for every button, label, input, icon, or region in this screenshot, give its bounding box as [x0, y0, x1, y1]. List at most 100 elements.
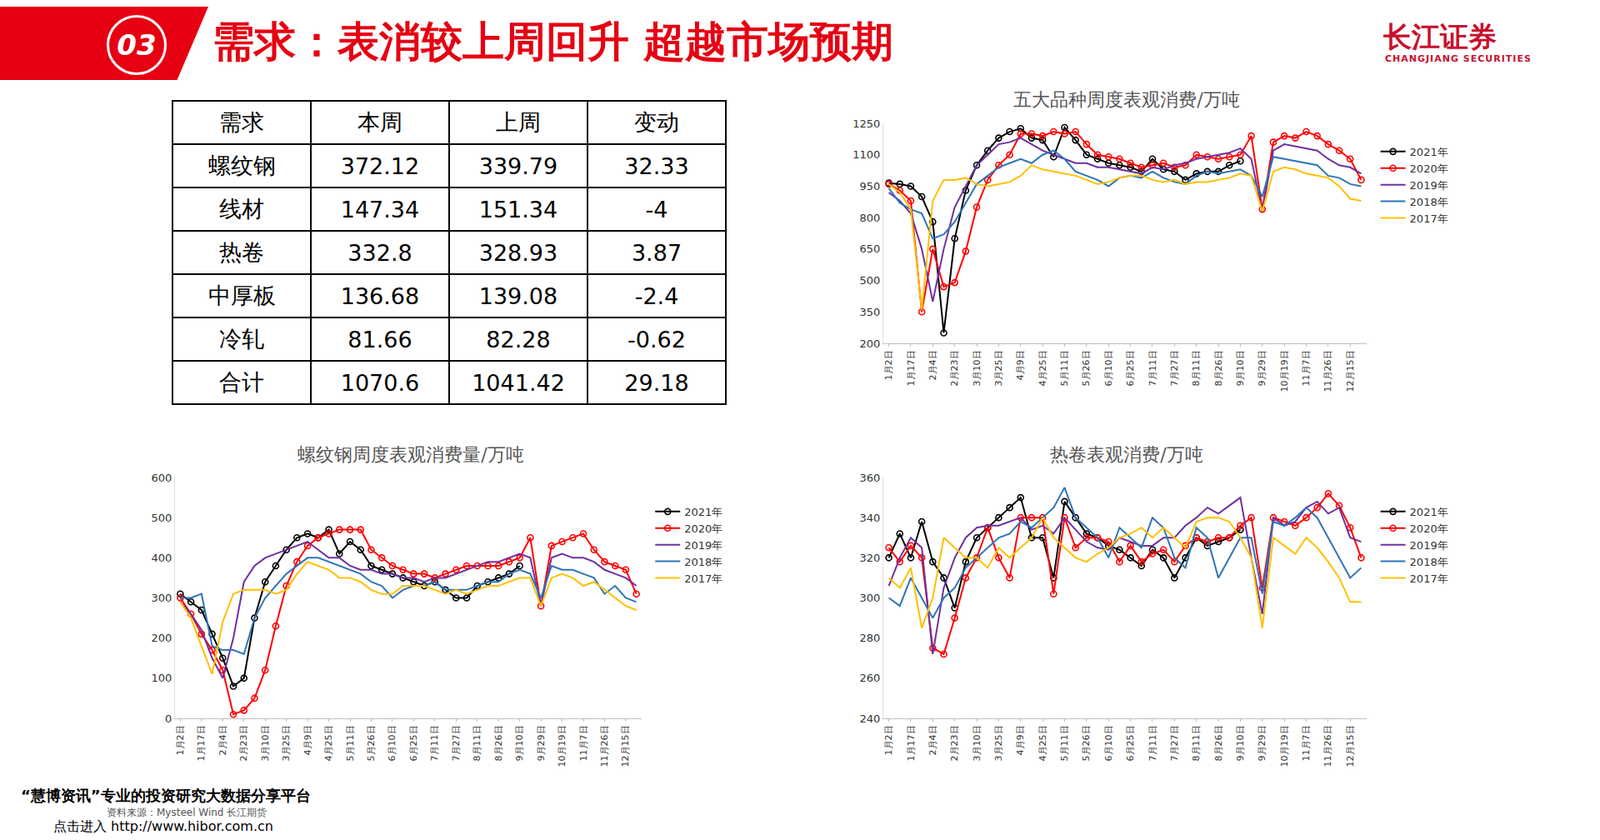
svg-text:2019年: 2019年	[1410, 179, 1449, 192]
svg-text:7月27日: 7月27日	[1169, 350, 1180, 386]
svg-text:2月23日: 2月23日	[949, 350, 960, 386]
svg-text:4月25日: 4月25日	[323, 725, 335, 761]
svg-text:9月10日: 9月10日	[514, 725, 525, 761]
svg-text:300: 300	[860, 591, 881, 605]
svg-text:9月29日: 9月29日	[535, 725, 547, 761]
svg-text:5月11日: 5月11日	[1059, 725, 1070, 761]
svg-text:5月26日: 5月26日	[1080, 725, 1092, 761]
svg-text:2018年: 2018年	[1410, 195, 1449, 209]
svg-text:11月7日: 11月7日	[1300, 350, 1312, 386]
svg-text:2月4日: 2月4日	[217, 725, 229, 755]
svg-text:500: 500	[860, 274, 881, 287]
svg-text:2017年: 2017年	[684, 572, 723, 585]
svg-text:8月11日: 8月11日	[1190, 725, 1202, 761]
svg-text:3月25日: 3月25日	[993, 725, 1005, 761]
svg-text:10月19日: 10月19日	[1279, 350, 1290, 392]
svg-text:3月10日: 3月10日	[971, 350, 983, 386]
svg-text:1月17日: 1月17日	[905, 350, 917, 386]
svg-text:2017年: 2017年	[1410, 572, 1449, 585]
svg-text:100: 100	[151, 671, 173, 685]
svg-text:11月26日: 11月26日	[599, 725, 610, 767]
svg-text:11月26日: 11月26日	[1322, 350, 1334, 392]
svg-text:1月17日: 1月17日	[905, 725, 917, 761]
svg-text:9月10日: 9月10日	[1235, 725, 1246, 761]
svg-text:2017年: 2017年	[1410, 212, 1449, 225]
svg-text:2021年: 2021年	[1410, 505, 1449, 519]
svg-text:2月4日: 2月4日	[927, 725, 939, 755]
svg-text:1月17日: 1月17日	[195, 725, 207, 761]
svg-text:2021年: 2021年	[684, 505, 723, 519]
svg-text:11月7日: 11月7日	[578, 725, 590, 761]
svg-text:11月7日: 11月7日	[1300, 725, 1312, 761]
svg-text:5月11日: 5月11日	[1059, 350, 1070, 386]
svg-text:7月11日: 7月11日	[429, 725, 440, 761]
svg-text:8月26日: 8月26日	[493, 725, 505, 761]
svg-text:200: 200	[860, 337, 881, 350]
svg-text:8月26日: 8月26日	[1213, 350, 1225, 386]
svg-text:6月10日: 6月10日	[1103, 350, 1115, 386]
svg-text:4月9日: 4月9日	[1015, 725, 1026, 755]
svg-text:2018年: 2018年	[684, 555, 723, 569]
svg-text:5月26日: 5月26日	[365, 725, 377, 761]
svg-text:0: 0	[165, 712, 172, 725]
svg-text:10月19日: 10月19日	[1279, 725, 1290, 767]
svg-text:10月19日: 10月19日	[556, 725, 568, 767]
svg-text:7月11日: 7月11日	[1147, 725, 1159, 761]
svg-text:3月10日: 3月10日	[971, 725, 983, 761]
svg-text:5月26日: 5月26日	[1080, 350, 1092, 386]
svg-text:6月25日: 6月25日	[1125, 725, 1136, 761]
svg-text:8月11日: 8月11日	[1190, 350, 1202, 386]
svg-text:2月23日: 2月23日	[949, 725, 960, 761]
svg-text:7月11日: 7月11日	[1147, 350, 1159, 386]
svg-text:4月9日: 4月9日	[302, 725, 314, 755]
svg-text:6月25日: 6月25日	[1125, 350, 1136, 386]
svg-text:6月10日: 6月10日	[386, 725, 398, 761]
svg-text:280: 280	[860, 631, 881, 645]
svg-text:240: 240	[860, 712, 881, 725]
svg-text:2021年: 2021年	[1410, 145, 1449, 159]
svg-text:360: 360	[860, 471, 881, 485]
svg-text:350: 350	[860, 305, 881, 319]
svg-text:650: 650	[860, 242, 881, 255]
svg-text:3月25日: 3月25日	[993, 350, 1005, 386]
svg-text:1月2日: 1月2日	[883, 350, 895, 380]
svg-text:800: 800	[860, 211, 881, 225]
svg-text:7月27日: 7月27日	[1169, 725, 1180, 761]
svg-text:6月10日: 6月10日	[1103, 725, 1115, 761]
svg-text:12月15日: 12月15日	[1345, 350, 1356, 392]
svg-text:7月27日: 7月27日	[450, 725, 462, 761]
svg-text:3月10日: 3月10日	[260, 725, 271, 761]
svg-text:2020年: 2020年	[1410, 522, 1449, 535]
svg-text:五大品种周度表观消费/万吨: 五大品种周度表观消费/万吨	[1013, 89, 1240, 110]
svg-text:8月11日: 8月11日	[471, 725, 483, 761]
svg-text:9月29日: 9月29日	[1256, 725, 1268, 761]
svg-text:9月29日: 9月29日	[1256, 350, 1268, 386]
svg-text:400: 400	[151, 551, 173, 565]
svg-text:2020年: 2020年	[1410, 162, 1449, 175]
svg-text:4月25日: 4月25日	[1037, 725, 1049, 761]
svg-text:2018年: 2018年	[1410, 555, 1449, 569]
svg-text:4月25日: 4月25日	[1037, 350, 1049, 386]
svg-text:6月25日: 6月25日	[408, 725, 420, 761]
svg-text:1月2日: 1月2日	[883, 725, 895, 755]
svg-text:2019年: 2019年	[1410, 539, 1449, 552]
svg-text:2月4日: 2月4日	[927, 350, 939, 380]
svg-text:12月15日: 12月15日	[620, 725, 631, 767]
svg-text:2月23日: 2月23日	[238, 725, 250, 761]
svg-text:500: 500	[151, 511, 173, 525]
svg-text:热卷表观消费/万吨: 热卷表观消费/万吨	[1050, 444, 1203, 465]
svg-text:9月10日: 9月10日	[1235, 350, 1246, 386]
svg-text:1100: 1100	[852, 148, 880, 161]
svg-text:260: 260	[860, 671, 881, 685]
svg-text:600: 600	[151, 471, 173, 485]
svg-text:950: 950	[860, 180, 881, 193]
svg-text:2019年: 2019年	[684, 539, 723, 552]
svg-text:320: 320	[860, 551, 881, 565]
svg-text:1月2日: 1月2日	[175, 725, 186, 755]
svg-text:5月11日: 5月11日	[345, 725, 356, 761]
svg-text:340: 340	[860, 511, 881, 525]
svg-text:11月26日: 11月26日	[1322, 725, 1334, 767]
svg-text:4月9日: 4月9日	[1015, 350, 1026, 380]
svg-text:螺纹钢周度表观消费量/万吨: 螺纹钢周度表观消费量/万吨	[297, 444, 524, 465]
svg-text:200: 200	[151, 631, 173, 645]
